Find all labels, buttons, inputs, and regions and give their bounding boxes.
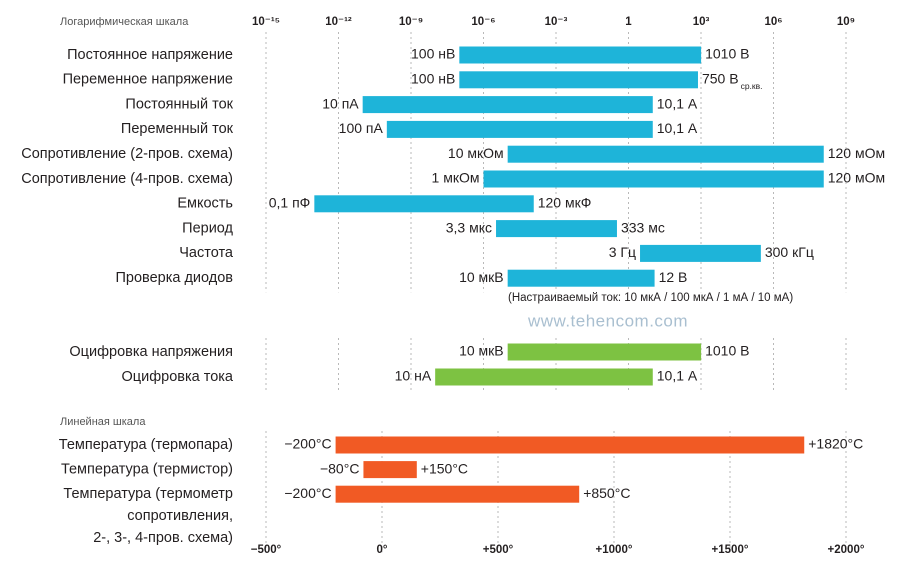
category-label: Сопротивление (4-пров. схема): [21, 171, 233, 187]
category-label: Температура (термометр: [63, 486, 233, 502]
watermark: www.tehencom.com: [527, 311, 688, 330]
range-bar: [507, 145, 824, 163]
category-label: Оцифровка напряжения: [69, 344, 233, 360]
x-tick-label: 10⁻¹⁵: [252, 16, 280, 28]
category-label: Емкость: [177, 196, 233, 212]
low-label: 0,1 пФ: [269, 195, 311, 211]
subtitle: Линейная шкала: [60, 416, 146, 428]
note: (Настраиваемый ток: 10 мкА / 100 мкА / 1…: [508, 292, 793, 304]
low-label: 10 пА: [322, 95, 359, 111]
low-label: 10 мкОм: [448, 145, 504, 161]
high-label: 120 мОм: [828, 170, 885, 186]
category-label: Постоянное напряжение: [67, 47, 233, 63]
low-label: 100 нВ: [411, 46, 455, 62]
low-label: 10 мкВ: [459, 343, 504, 359]
x-tick-label: 10⁻⁶: [471, 16, 495, 28]
x-tick-label: 1: [625, 16, 632, 28]
high-label: 120 мкФ: [538, 195, 592, 211]
x-tick-label: 10⁶: [764, 16, 782, 28]
high-label: 10,1 А: [657, 120, 698, 136]
range-bar: [435, 368, 653, 386]
range-bar: [314, 195, 534, 213]
x-tick-label: +2000°: [828, 544, 865, 556]
low-label: −200°C: [284, 485, 331, 501]
range-bar: [386, 120, 653, 138]
range-bar: [507, 269, 655, 287]
category-label: Проверка диодов: [115, 270, 233, 286]
high-label: 1010 В: [705, 343, 749, 359]
x-tick-label: 10⁻⁹: [399, 16, 423, 28]
high-label: 1010 В: [705, 46, 749, 62]
category-label: Температура (термопара): [59, 437, 233, 453]
range-bar: [363, 461, 417, 479]
unit-note: ср.кв.: [741, 81, 763, 91]
low-label: 100 пА: [339, 120, 384, 136]
category-label: Переменное напряжение: [63, 72, 233, 88]
low-label: 10 мкВ: [459, 269, 504, 285]
range-bar: [640, 244, 761, 262]
range-bar: [507, 343, 702, 361]
x-tick-label: 0°: [377, 544, 388, 556]
x-tick-label: −500°: [251, 544, 282, 556]
low-label: 1 мкОм: [432, 170, 480, 186]
subtitle: Логарифмическая шкала: [60, 16, 189, 28]
category-label: Температура (термистор): [61, 461, 233, 477]
x-tick-label: 10⁻¹²: [325, 16, 352, 28]
x-tick-label: +500°: [483, 544, 514, 556]
category-label: Оцифровка тока: [122, 369, 234, 385]
category-label: Постоянный ток: [125, 96, 233, 112]
high-label: 333 мс: [621, 219, 665, 235]
high-label: 750 В: [702, 71, 739, 87]
range-bar: [335, 485, 580, 503]
high-label: 12 В: [659, 269, 688, 285]
range-bar: [335, 436, 805, 454]
high-label: +1820°C: [808, 436, 863, 452]
low-label: 10 нА: [395, 368, 432, 384]
range-bar: [496, 220, 617, 238]
category-label: Частота: [179, 245, 234, 261]
high-label: 120 мОм: [828, 145, 885, 161]
high-label: 300 кГц: [765, 244, 814, 260]
range-bar: [362, 96, 653, 114]
low-label: 3,3 мкс: [446, 219, 492, 235]
low-label: 3 Гц: [609, 244, 636, 260]
low-label: 100 нВ: [411, 71, 455, 87]
category-label: Период: [182, 220, 233, 236]
high-label: 10,1 А: [657, 95, 698, 111]
x-tick-label: +1000°: [596, 544, 633, 556]
high-label: 10,1 А: [657, 368, 698, 384]
category-label: сопротивления,: [127, 508, 233, 524]
category-label: 2-, 3-, 4-пров. схема): [93, 530, 233, 546]
x-tick-label: 10⁻³: [545, 16, 568, 28]
high-label: +150°C: [421, 460, 468, 476]
high-label: +850°C: [583, 485, 630, 501]
range-bar: [459, 46, 702, 64]
low-label: −80°C: [320, 460, 359, 476]
x-tick-label: 10³: [693, 16, 710, 28]
x-tick-label: 10⁹: [837, 16, 855, 28]
category-label: Сопротивление (2-пров. схема): [21, 146, 233, 162]
x-tick-label: +1500°: [712, 544, 749, 556]
range-bar: [483, 170, 824, 188]
range-bar: [459, 71, 698, 89]
low-label: −200°C: [284, 436, 331, 452]
category-label: Переменный ток: [121, 121, 234, 137]
